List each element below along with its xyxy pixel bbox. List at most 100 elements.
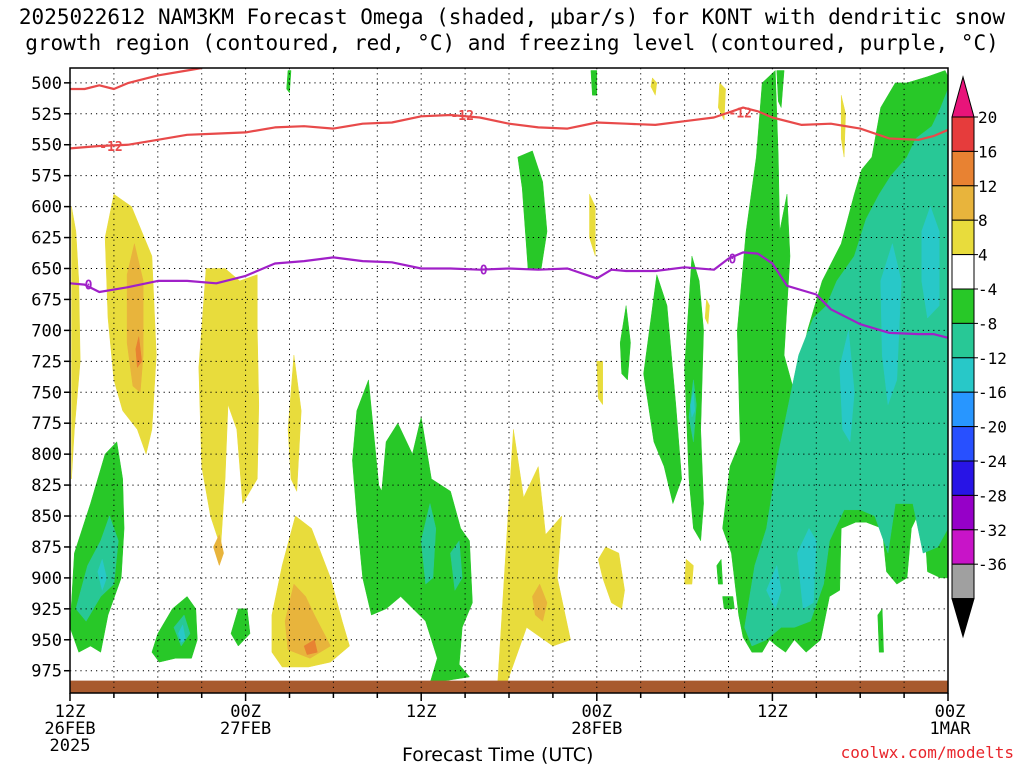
x-tick-label: 12Z — [406, 702, 437, 722]
omega-region — [135, 336, 142, 368]
omega-region — [650, 77, 658, 96]
y-tick-label: 650 — [31, 259, 62, 279]
y-tick-label: 775 — [31, 414, 62, 434]
colorbar-label: -32 — [978, 521, 1007, 540]
y-tick-label: 850 — [31, 507, 62, 527]
omega-region — [839, 330, 855, 443]
contour-label: 0 — [85, 279, 93, 294]
omega-region — [352, 379, 473, 684]
y-tick-label: 750 — [31, 383, 62, 403]
y-tick-label: 875 — [31, 538, 62, 558]
y-tick-label: 725 — [31, 352, 62, 372]
omega-region — [450, 540, 463, 591]
x-tick-label: 12Z — [55, 702, 86, 722]
omega-region — [716, 559, 723, 585]
colorbar-label: 20 — [978, 108, 997, 127]
omega-region — [704, 299, 710, 325]
omega-region — [589, 193, 596, 257]
watermark: coolwx.com/modelts — [840, 743, 1014, 762]
colorbar-bottom-arrow — [951, 598, 975, 639]
contour-label: 0 — [729, 253, 737, 268]
omega-region — [596, 361, 603, 405]
omega-region — [619, 305, 631, 381]
colorbar-label: -12 — [978, 349, 1007, 368]
contour-line — [70, 106, 948, 150]
contour-label: 0 — [480, 264, 488, 279]
omega-region — [286, 70, 292, 94]
colorbar-label: 16 — [978, 142, 997, 161]
y-axis: 500 525 550 575 600 625 650 675 700 725 750 775 800 8… — [31, 74, 70, 682]
y-tick-label: 500 — [31, 74, 62, 94]
y-tick-label: 550 — [31, 136, 62, 156]
colorbar-label: -20 — [978, 418, 1007, 437]
colorbar-segment — [951, 563, 975, 600]
omega-region — [880, 243, 902, 405]
colorbar-label: 4 — [978, 246, 988, 265]
x-tick-label: 2025 — [50, 736, 91, 756]
colorbar-segment — [951, 185, 975, 221]
omega-region — [643, 274, 682, 504]
omega-region — [877, 608, 884, 653]
omega-region — [284, 583, 331, 659]
contour-lines: -12 -12 -12 0 0 0 — [70, 68, 948, 339]
omega-region — [690, 392, 696, 418]
contour-line — [70, 68, 202, 91]
y-tick-label: 575 — [31, 167, 62, 187]
omega-region — [420, 503, 437, 585]
omega-region — [517, 150, 548, 269]
omega-region — [198, 268, 260, 548]
colorbar-label: -4 — [978, 280, 997, 299]
omega-region — [303, 639, 318, 655]
y-tick-label: 950 — [31, 631, 62, 651]
x-tick-label: 12Z — [757, 702, 788, 722]
y-tick-label: 825 — [31, 476, 62, 496]
grid-lines — [70, 68, 948, 693]
y-tick-label: 700 — [31, 321, 62, 341]
colorbar-label: -36 — [978, 555, 1007, 574]
colorbar-segment — [951, 357, 975, 393]
colorbar-segment — [951, 288, 975, 324]
colorbar-segment — [951, 116, 975, 152]
omega-region — [71, 206, 81, 480]
y-tick-label: 675 — [31, 290, 62, 310]
chart-title: 2025022612 NAM3KM Forecast Omega (shaded… — [18, 5, 1006, 55]
omega-region — [75, 515, 119, 622]
y-tick-label: 525 — [31, 105, 62, 125]
x-axis-label: Forecast Time (UTC) — [402, 744, 594, 766]
x-tick-label: 00Z — [935, 702, 966, 722]
colorbar-segment — [951, 322, 975, 359]
x-tick-label: 00Z — [230, 702, 261, 722]
colorbar-label: -24 — [978, 452, 1007, 471]
x-tick-label: 26FEB — [44, 719, 95, 739]
x-tick-label: 1MAR — [930, 719, 972, 739]
colorbar-label: -16 — [978, 383, 1007, 402]
x-tick-label: 00Z — [581, 702, 612, 722]
omega-region — [609, 583, 618, 601]
colorbar: 20 16 12 8 4 -4 -8 -12 -16 -20 -24 -28 -32 -36 — [951, 75, 1007, 639]
colorbar-segment — [951, 391, 975, 428]
omega-region — [230, 608, 251, 647]
omega-region — [921, 206, 940, 319]
omega-region — [496, 429, 571, 693]
colorbar-label: 8 — [978, 211, 988, 230]
contour-label: -12 — [99, 140, 122, 155]
colorbar-segment — [951, 460, 975, 496]
colorbar-label: -28 — [978, 486, 1007, 505]
y-tick-label: 625 — [31, 229, 62, 249]
omega-region — [722, 596, 735, 610]
y-tick-label: 900 — [31, 569, 62, 589]
y-tick-label: 600 — [31, 198, 62, 218]
omega-region — [213, 534, 224, 566]
x-tick-label: 27FEB — [220, 719, 271, 739]
colorbar-segment — [951, 494, 975, 531]
colorbar-segment — [951, 219, 975, 256]
y-tick-label: 800 — [31, 445, 62, 465]
x-tick-label: 28FEB — [571, 719, 622, 739]
contour-line — [70, 251, 948, 339]
colorbar-segment — [951, 150, 975, 187]
colorbar-segment — [951, 529, 975, 565]
y-tick-label: 975 — [31, 662, 62, 682]
omega-region — [776, 70, 785, 108]
contour-label: -12 — [450, 109, 473, 124]
